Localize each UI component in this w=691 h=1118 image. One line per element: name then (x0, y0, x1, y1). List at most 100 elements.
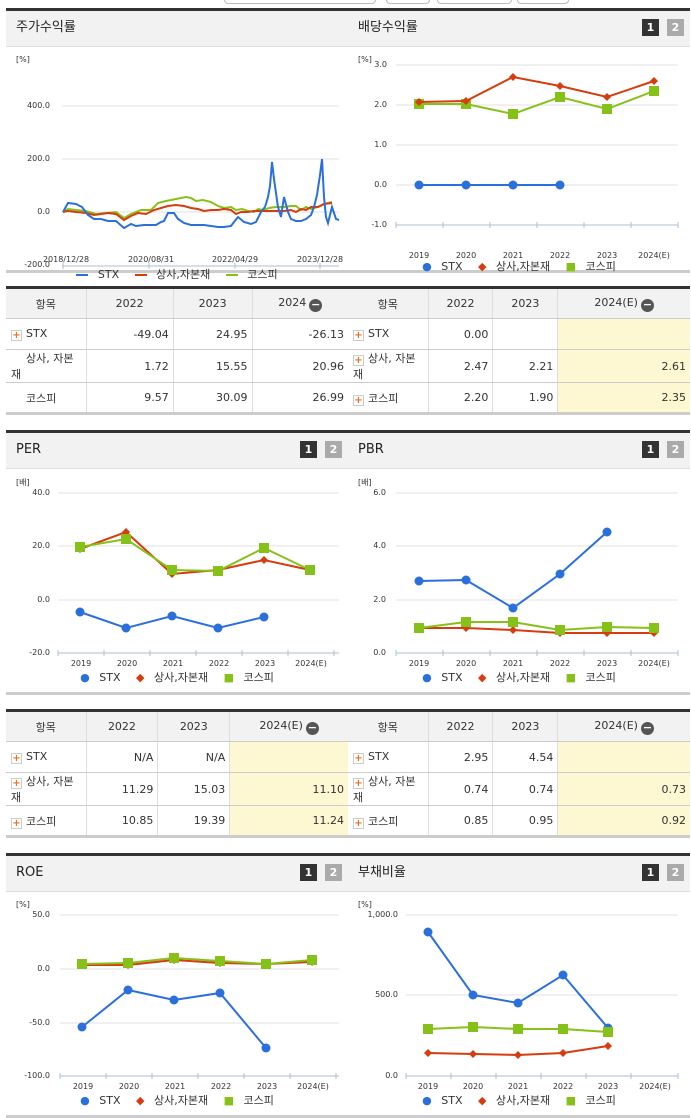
collapse-icon[interactable]: − (309, 297, 323, 312)
line-swatch-icon (76, 274, 89, 276)
expand-icon[interactable]: + (353, 355, 364, 366)
expand-icon[interactable]: + (353, 817, 364, 829)
legend-stx[interactable]: ● STX (422, 671, 463, 684)
y-tick: 4.0 (373, 541, 386, 550)
unit-label: [%] (16, 55, 30, 64)
x-tick: 2023 (596, 251, 618, 260)
expand-icon[interactable]: + (353, 753, 364, 764)
x-tick: 2022 (549, 659, 571, 668)
x-tick: 2020 (118, 1082, 140, 1091)
page-1-button[interactable]: 1 (300, 864, 317, 881)
column-header: 항목 (348, 710, 428, 742)
unit-label: [%] (358, 900, 372, 909)
y-tick: 2.0 (373, 595, 386, 604)
line-plot (405, 914, 679, 1079)
expand-icon[interactable]: + (11, 753, 22, 764)
unit-label: [%] (358, 55, 372, 64)
legend-sector[interactable]: ◆ 상사,자본재 (478, 260, 551, 273)
line-plot (62, 105, 340, 269)
x-tick: 2020 (455, 659, 477, 668)
legend-sector[interactable]: 상사,자본재 (132, 268, 214, 281)
legend-kospi[interactable]: ■ 코스피 (565, 260, 616, 273)
table-row: + 코스피 0.85 0.95 0.92 (348, 805, 690, 838)
toolbar-button[interactable] (437, 0, 512, 4)
y-tick: 0.0 (373, 648, 386, 657)
page-2-button[interactable]: 2 (325, 864, 342, 881)
page-2-button[interactable]: 2 (667, 441, 684, 458)
legend-kospi[interactable]: ■ 코스피 (565, 1094, 616, 1107)
legend-stx[interactable]: ● STX (80, 1094, 121, 1107)
x-tick: 2023/12/28 (296, 255, 344, 264)
table-row: + STX N/A N/A (6, 741, 348, 773)
y-tick: 50.0 (32, 910, 50, 919)
expand-icon[interactable]: + (11, 817, 22, 829)
column-header: 2023 (157, 710, 230, 742)
collapse-icon[interactable]: − (305, 720, 319, 735)
line-swatch-icon (225, 274, 238, 276)
y-tick: 0.0 (37, 964, 50, 973)
column-header: 2022 (85, 287, 174, 319)
per-table-panel: 항목 2022 2023 2024(E) − + STX N/A N/A + 상사, … (6, 709, 348, 838)
x-tick: 2023 (256, 1082, 278, 1091)
page-1-button[interactable]: 1 (300, 441, 317, 458)
line-swatch-icon (134, 274, 147, 276)
expand-icon[interactable]: + (11, 778, 22, 789)
collapse-icon[interactable]: − (640, 720, 654, 735)
page-1-button[interactable]: 1 (642, 441, 659, 458)
y-tick: -50.0 (29, 1018, 50, 1027)
legend-kospi[interactable]: ■ 코스피 (223, 671, 274, 684)
chart-legend: ● STX ◆ 상사,자본재 ■ 코스피 (348, 258, 690, 274)
x-tick: 2024(E) (638, 251, 670, 260)
collapse-icon[interactable]: − (640, 297, 654, 312)
top-toolbar-remnant (0, 0, 691, 8)
y-tick: -1.0 (371, 220, 387, 229)
x-tick: 2024(E) (297, 1082, 329, 1091)
legend-stx[interactable]: ● STX (422, 1094, 463, 1107)
legend-stx[interactable]: STX (73, 268, 122, 281)
legend-sector[interactable]: ◆ 상사,자본재 (136, 1094, 209, 1107)
legend-sector[interactable]: ◆ 상사,자본재 (478, 1094, 551, 1107)
legend-stx[interactable]: ● STX (422, 260, 463, 273)
column-header: 2024(E) − (557, 710, 690, 742)
y-tick: 40.0 (32, 488, 50, 497)
x-tick: 2022/04/29 (211, 255, 259, 264)
expand-icon[interactable]: + (353, 394, 364, 406)
toolbar-button[interactable] (224, 0, 376, 4)
page-1-button[interactable]: 1 (642, 19, 659, 36)
legend-stx[interactable]: ● STX (80, 671, 121, 684)
expand-icon[interactable]: + (353, 778, 364, 789)
table-row: + 코스피 2.20 1.90 2.35 (348, 382, 690, 415)
y-tick: 0.0 (37, 207, 50, 216)
toolbar-button[interactable] (517, 0, 569, 4)
y-tick: 0.0 (37, 595, 50, 604)
table-row: 상사, 자본재 1.72 15.55 20.96 (6, 349, 348, 383)
page-2-button[interactable]: 2 (667, 19, 684, 36)
chart-legend: ● STX ◆ 상사,자본재 ■ 코스피 (348, 669, 690, 685)
line-plot (59, 914, 339, 1079)
x-tick: 2019 (417, 1082, 439, 1091)
expand-icon[interactable]: + (11, 330, 22, 341)
x-tick: 2019 (408, 251, 430, 260)
line-plot (57, 492, 339, 656)
x-tick: 2019 (70, 659, 92, 668)
toolbar-button[interactable] (386, 0, 430, 4)
roe-chart: [%] 50.0 0.0 -50.0 -100.0 2019 2020 2021… (6, 892, 348, 1118)
legend-kospi[interactable]: 코스피 (223, 268, 281, 281)
page-1-button[interactable]: 1 (642, 864, 659, 881)
stock-return-table-panel: 항목 2022 2023 2024− + STX -49.04 24.95 -26… (6, 286, 348, 415)
y-tick: -200.0 (24, 260, 50, 269)
page-2-button[interactable]: 2 (667, 864, 684, 881)
legend-sector[interactable]: ◆ 상사,자본재 (136, 671, 209, 684)
diamond-marker-icon: ◆ (478, 671, 487, 684)
x-tick: 2022 (208, 659, 230, 668)
square-marker-icon: ■ (565, 260, 576, 273)
expand-icon[interactable]: + (353, 330, 364, 341)
x-tick: 2021 (507, 1082, 529, 1091)
legend-kospi[interactable]: ■ 코스피 (223, 1094, 274, 1107)
legend-kospi[interactable]: ■ 코스피 (565, 671, 616, 684)
page-2-button[interactable]: 2 (325, 441, 342, 458)
legend-sector[interactable]: ◆ 상사,자본재 (478, 671, 551, 684)
